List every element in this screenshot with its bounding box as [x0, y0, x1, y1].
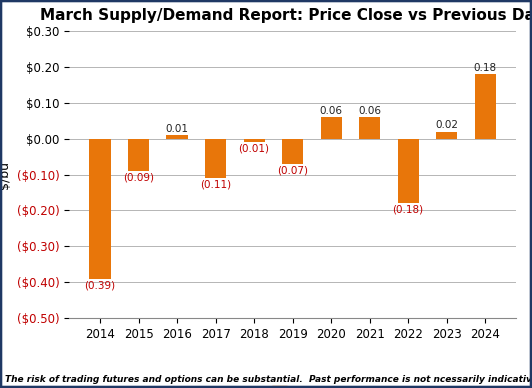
Text: 0.02: 0.02	[435, 120, 458, 130]
Bar	[397, 139, 419, 203]
Text: (0.09): (0.09)	[123, 172, 154, 182]
Bar	[128, 139, 149, 171]
Bar	[475, 74, 496, 139]
Bar	[359, 117, 380, 139]
Text: The risk of trading futures and options can be substantial.  Past performance is: The risk of trading futures and options …	[5, 375, 532, 384]
Text: 0.06: 0.06	[320, 106, 343, 116]
Text: 0.01: 0.01	[165, 124, 188, 134]
Text: 0.06: 0.06	[358, 106, 381, 116]
Text: 0.18: 0.18	[473, 63, 497, 73]
Bar	[244, 139, 265, 142]
Title: March Supply/Demand Report: Price Close vs Previous Day: March Supply/Demand Report: Price Close …	[40, 8, 532, 23]
Bar	[320, 117, 342, 139]
Text: (0.11): (0.11)	[200, 180, 231, 190]
Bar	[436, 132, 457, 139]
Text: (0.18): (0.18)	[393, 205, 423, 215]
Bar	[282, 139, 303, 164]
Bar	[205, 139, 226, 178]
Text: (0.39): (0.39)	[85, 280, 115, 290]
Bar	[167, 135, 188, 139]
Text: (0.01): (0.01)	[238, 144, 270, 154]
Bar	[89, 139, 111, 279]
Text: (0.07): (0.07)	[277, 165, 308, 175]
Legend: SK: SK	[267, 381, 318, 388]
Y-axis label: $/bu: $/bu	[0, 161, 11, 189]
